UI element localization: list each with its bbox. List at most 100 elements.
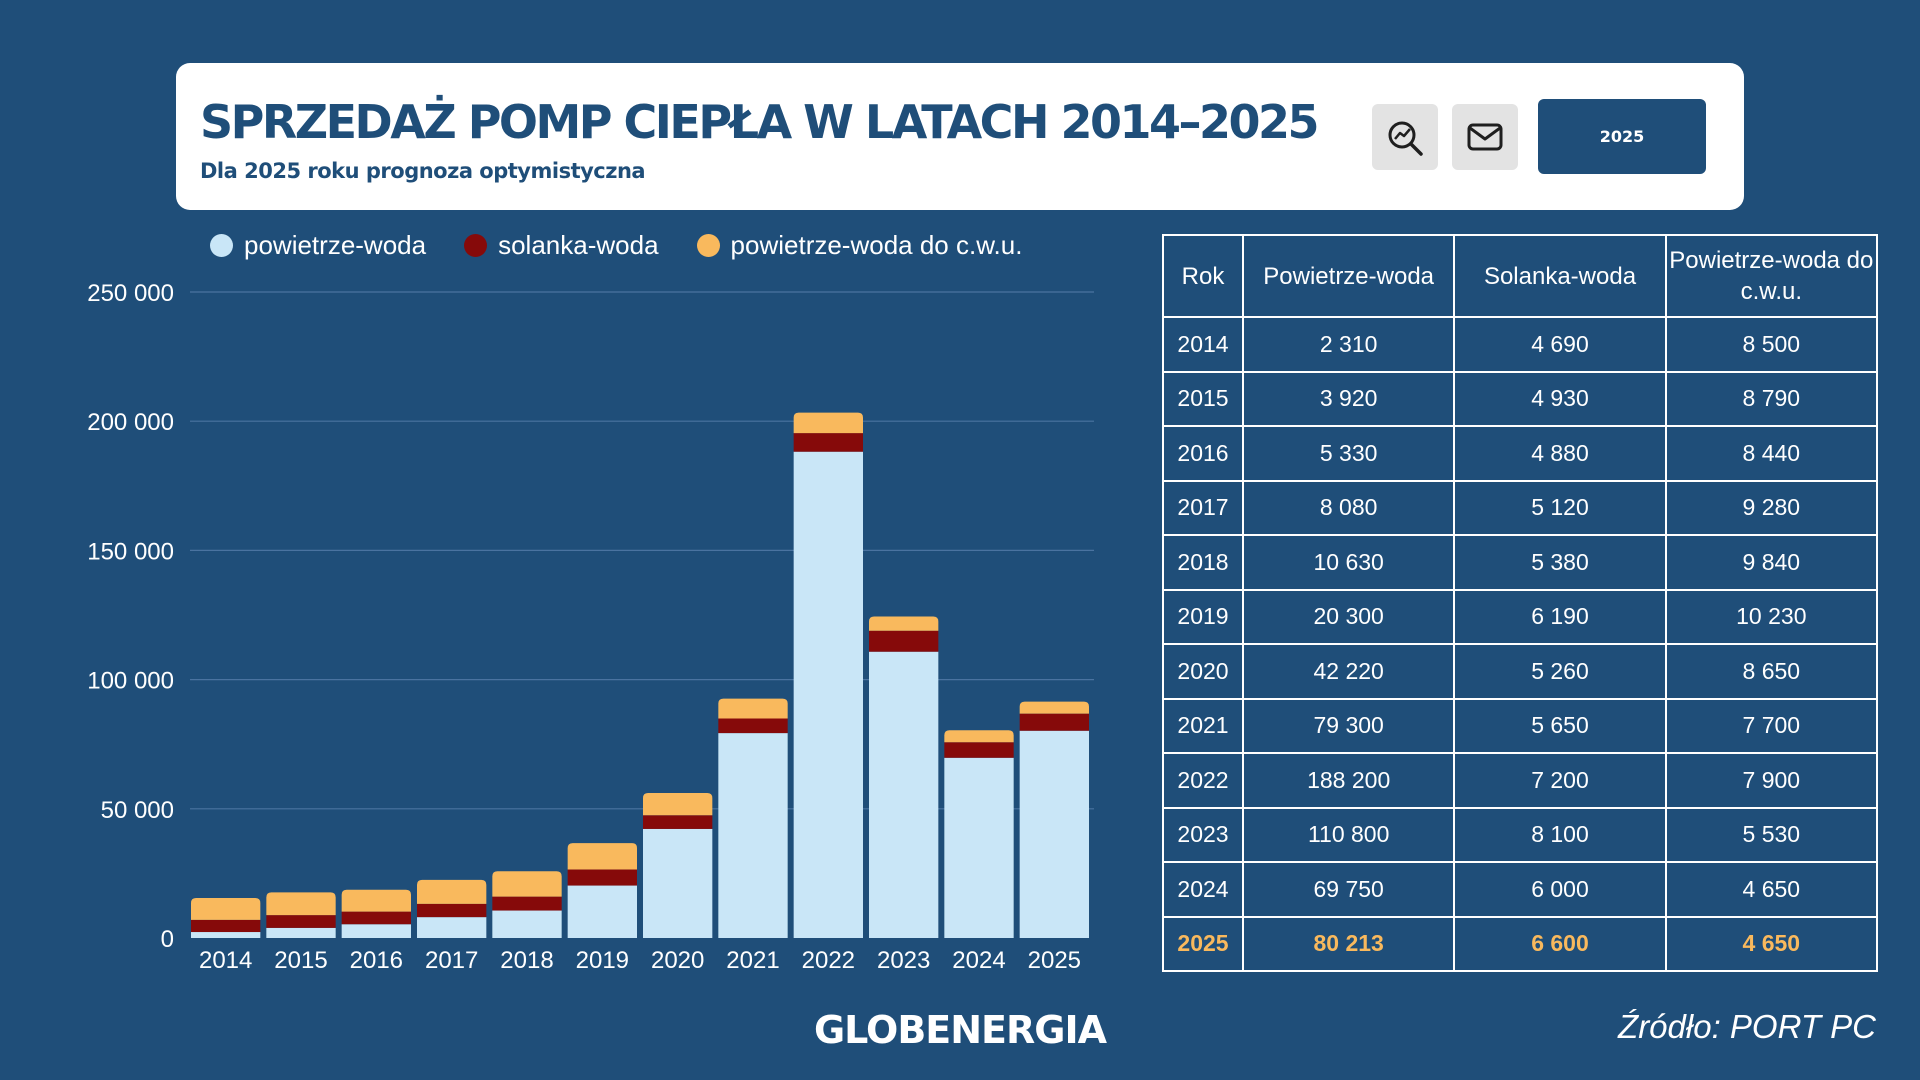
table-cell: 8 080 bbox=[1241, 479, 1456, 536]
table-cell: 2017 bbox=[1162, 479, 1244, 536]
y-tick-label: 100 000 bbox=[87, 668, 174, 695]
bar-segment-cwu bbox=[492, 871, 562, 897]
legend-swatch bbox=[210, 234, 233, 257]
table-cell: 188 200 bbox=[1241, 752, 1456, 809]
bar-segment-powietrze-woda bbox=[793, 451, 863, 938]
table-cell: 4 690 bbox=[1453, 316, 1667, 373]
table-row: 2020 42 220 5 260 8 650 bbox=[1162, 643, 1879, 700]
y-tick-label: 150 000 bbox=[87, 538, 174, 565]
bar-segment-cwu bbox=[567, 843, 637, 870]
bar-segment-solanka-woda bbox=[944, 742, 1014, 758]
legend-label: powietrze-woda do c.w.u. bbox=[730, 230, 1023, 260]
table-header-cell: Powietrze-woda do c.w.u. bbox=[1664, 234, 1879, 318]
table-header-cell: Rok bbox=[1162, 234, 1244, 318]
table-cell: 2023 bbox=[1162, 806, 1244, 863]
bar-segment-powietrze-woda bbox=[191, 932, 261, 938]
table-cell: 5 650 bbox=[1453, 697, 1667, 754]
table-cell: 6 000 bbox=[1453, 861, 1667, 918]
bar-segment-solanka-woda bbox=[643, 815, 713, 829]
bar-segment-cwu bbox=[191, 897, 261, 920]
table-cell: 2019 bbox=[1162, 588, 1244, 645]
x-tick-label: 2018 bbox=[500, 947, 553, 974]
chart-legend: powietrze-woda solanka-woda powietrze-wo… bbox=[210, 230, 1022, 261]
table-row: 2024 69 750 6 000 4 650 bbox=[1162, 861, 1879, 918]
table-row: 2016 5 330 4 880 8 440 bbox=[1162, 425, 1879, 482]
table-row: 2023 110 800 8 100 5 530 bbox=[1162, 806, 1879, 863]
bar-segment-cwu bbox=[643, 792, 713, 816]
table-cell: 5 380 bbox=[1453, 534, 1667, 591]
legend-swatch bbox=[696, 234, 720, 257]
bar-segment-powietrze-woda bbox=[567, 885, 637, 938]
bar-segment-cwu bbox=[944, 730, 1014, 743]
bar-segment-powietrze-woda bbox=[944, 757, 1014, 938]
bar-segment-powietrze-woda bbox=[341, 924, 411, 938]
table-cell: 9 280 bbox=[1664, 479, 1879, 536]
bar-segment-solanka-woda bbox=[869, 630, 939, 652]
table-cell: 8 500 bbox=[1664, 316, 1879, 373]
legend-label: solanka-woda bbox=[498, 230, 659, 260]
header-card: SPRZEDAŻ POMP CIEPŁA W LATACH 2014–2025 … bbox=[176, 63, 1744, 210]
bar-segment-solanka-woda bbox=[567, 869, 637, 886]
x-tick-label: 2025 bbox=[1028, 947, 1081, 974]
table-cell: 5 530 bbox=[1664, 806, 1879, 863]
legend-item-powietrze-woda: powietrze-woda bbox=[210, 230, 426, 261]
mail-button[interactable] bbox=[1452, 104, 1518, 170]
y-tick-label: 50 000 bbox=[101, 797, 174, 824]
table-cell: 2022 bbox=[1162, 752, 1244, 809]
table-cell: 42 220 bbox=[1241, 643, 1456, 700]
table-body: 2014 2 310 4 690 8 500 2015 3 920 4 930 8 790 20… bbox=[1162, 316, 1879, 972]
table-row: 2021 79 300 5 650 7 700 bbox=[1162, 697, 1879, 754]
table-row: 2019 20 300 6 190 10 230 bbox=[1162, 588, 1879, 645]
table-cell: 4 650 bbox=[1664, 915, 1879, 972]
bar-segment-cwu bbox=[417, 879, 487, 904]
x-tick-label: 2014 bbox=[199, 947, 252, 974]
x-tick-label: 2024 bbox=[952, 947, 1005, 974]
bar-segment-solanka-woda bbox=[341, 911, 411, 925]
bar-segment-cwu bbox=[718, 698, 788, 719]
legend-item-solanka-woda: solanka-woda bbox=[464, 230, 659, 261]
table-cell: 5 120 bbox=[1453, 479, 1667, 536]
bar-segment-cwu bbox=[793, 412, 863, 434]
table-cell: 7 700 bbox=[1664, 697, 1879, 754]
bar-segment-cwu bbox=[869, 616, 939, 631]
x-tick-label: 2022 bbox=[802, 947, 855, 974]
bar-segment-solanka-woda bbox=[1019, 713, 1089, 731]
x-tick-label: 2020 bbox=[651, 947, 704, 974]
table-cell: 2 310 bbox=[1241, 316, 1456, 373]
table-cell: 6 190 bbox=[1453, 588, 1667, 645]
table-row: 2022 188 200 7 200 7 900 bbox=[1162, 752, 1879, 809]
y-tick-label: 250 000 bbox=[87, 280, 174, 307]
table-cell: 2024 bbox=[1162, 861, 1244, 918]
bar-segment-cwu bbox=[1019, 701, 1089, 714]
bar-segment-powietrze-woda bbox=[643, 828, 713, 938]
bar-segment-solanka-woda bbox=[793, 433, 863, 452]
analyze-button[interactable] bbox=[1372, 104, 1438, 170]
table-row: 2017 8 080 5 120 9 280 bbox=[1162, 479, 1879, 536]
year-button[interactable]: 2025 bbox=[1538, 99, 1706, 174]
bar-segment-powietrze-woda bbox=[1019, 730, 1089, 938]
table-cell: 5 330 bbox=[1241, 425, 1456, 482]
table-cell: 2014 bbox=[1162, 316, 1244, 373]
table-cell: 4 930 bbox=[1453, 370, 1667, 427]
x-tick-label: 2015 bbox=[274, 947, 327, 974]
bar-segment-solanka-woda bbox=[417, 903, 487, 918]
table-cell: 8 100 bbox=[1453, 806, 1667, 863]
x-tick-label: 2019 bbox=[576, 947, 629, 974]
page-subtitle: Dla 2025 roku prognoza optymistyczna bbox=[200, 159, 646, 183]
sales-table: Rok Powietrze-woda Solanka-woda Powietrz… bbox=[1162, 234, 1879, 972]
bar-segment-solanka-woda bbox=[191, 919, 261, 933]
table-cell: 79 300 bbox=[1241, 697, 1456, 754]
table-cell: 4 880 bbox=[1453, 425, 1667, 482]
x-tick-label: 2017 bbox=[425, 947, 478, 974]
globenergia-logo: GLOBENERGIA bbox=[813, 1008, 1107, 1052]
table-cell: 2018 bbox=[1162, 534, 1244, 591]
table-cell: 8 790 bbox=[1664, 370, 1879, 427]
table-cell: 110 800 bbox=[1241, 806, 1456, 863]
table-header-cell: Powietrze-woda bbox=[1241, 234, 1456, 318]
table-cell: 8 650 bbox=[1664, 643, 1879, 700]
table-cell: 20 300 bbox=[1241, 588, 1456, 645]
bar-segment-powietrze-woda bbox=[266, 927, 336, 938]
table-cell: 9 840 bbox=[1664, 534, 1879, 591]
bar-segment-powietrze-woda bbox=[718, 733, 788, 938]
table-cell: 6 600 bbox=[1453, 915, 1667, 972]
